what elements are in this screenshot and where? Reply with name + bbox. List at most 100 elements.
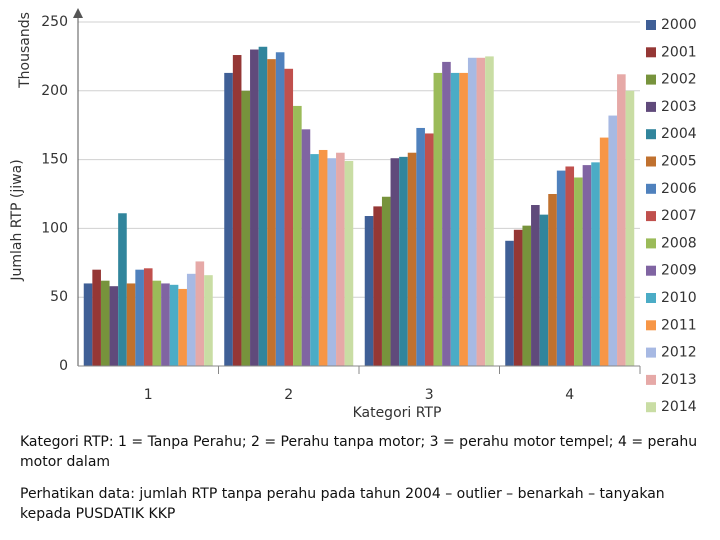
bar [556, 170, 566, 366]
legend-label: 2003 [661, 99, 697, 115]
y-tick-label: 150 [41, 152, 68, 168]
bar [83, 283, 93, 366]
bar [513, 229, 523, 366]
bar [467, 57, 477, 366]
legend-label: 2014 [661, 399, 697, 415]
bar [92, 269, 101, 366]
bar [178, 288, 187, 366]
bar [364, 216, 374, 366]
bar [344, 160, 354, 366]
bar [318, 149, 328, 366]
bar [485, 56, 494, 367]
x-tick-label: 4 [565, 387, 574, 403]
bar [186, 273, 196, 366]
legend-swatch [646, 347, 656, 358]
y-unit-label: Thousands [17, 12, 33, 89]
bar [126, 283, 136, 366]
bar [416, 127, 425, 367]
bar [591, 162, 600, 366]
legend-swatch [646, 156, 656, 167]
bar [407, 152, 417, 366]
bar [224, 72, 233, 367]
y-tick-label: 0 [59, 358, 68, 374]
legend-swatch [646, 183, 656, 194]
legend-label: 2001 [661, 44, 697, 60]
legend-label: 2007 [661, 208, 697, 224]
bar [135, 269, 144, 366]
y-tick-label: 50 [50, 289, 68, 305]
legend-label: 2004 [661, 126, 697, 142]
bar [599, 137, 609, 366]
legend-swatch [646, 129, 656, 140]
legend-swatch [646, 265, 656, 276]
legend-swatch [646, 74, 656, 85]
bar [433, 72, 443, 367]
bar [310, 154, 319, 366]
bar [336, 152, 345, 366]
legend-label: 2000 [661, 17, 697, 33]
legend-label: 2008 [661, 235, 697, 251]
bar [161, 283, 170, 366]
legend-label: 2011 [661, 317, 697, 333]
bar [565, 166, 575, 366]
legend-swatch [646, 293, 656, 303]
bar [548, 194, 557, 366]
x-tick-label: 1 [144, 387, 153, 403]
bar [275, 52, 285, 366]
bar [143, 268, 153, 366]
bar [301, 129, 311, 366]
bar [267, 59, 276, 366]
bar [399, 156, 408, 366]
legend-label: 2013 [661, 372, 697, 388]
bar [152, 280, 162, 366]
bar [232, 55, 242, 367]
y-tick-label: 250 [41, 14, 68, 30]
chart: Thousands Jumlah RTP (jiwa) Kategori RTP… [9, 8, 697, 421]
bar [118, 213, 127, 366]
legend-label: 2002 [661, 72, 697, 88]
legend-label: 2010 [661, 290, 697, 306]
y-axis-label: Jumlah RTP (jiwa) [9, 159, 25, 281]
bar [204, 275, 213, 366]
bar [109, 286, 119, 366]
x-tick-label: 2 [284, 387, 293, 403]
bar [284, 68, 294, 366]
bar [424, 133, 434, 366]
y-tick-label: 200 [41, 83, 68, 99]
legend-swatch [646, 20, 656, 30]
legend-swatch [646, 101, 656, 112]
legend-label: 2005 [661, 154, 697, 170]
bar [169, 284, 179, 366]
bar [476, 57, 486, 366]
legend-swatch [646, 320, 656, 331]
bar [608, 115, 618, 367]
bar [327, 158, 337, 366]
legend-swatch [646, 402, 656, 413]
legend-label: 2012 [661, 345, 697, 361]
note: Perhatikan data: jumlah RTP tanpa perahu… [20, 486, 665, 522]
bar [373, 206, 382, 366]
y-axis-arrow [73, 8, 83, 18]
bar [100, 280, 110, 366]
bar [505, 240, 514, 366]
legend-swatch [646, 238, 656, 249]
x-axis-label: Kategori RTP [353, 405, 442, 421]
legend-label: 2009 [661, 263, 697, 279]
bar [617, 74, 626, 367]
bar [582, 165, 592, 366]
bar [625, 90, 635, 367]
bar [381, 196, 391, 366]
bar [293, 105, 302, 366]
bar [241, 90, 251, 367]
bar [539, 214, 549, 366]
bar [574, 177, 583, 366]
note: Kategori RTP: 1 = Tanpa Perahu; 2 = Pera… [20, 434, 698, 470]
bar [390, 158, 400, 366]
bar [522, 225, 532, 366]
bar [450, 72, 460, 367]
legend-swatch [646, 211, 656, 222]
bar [195, 261, 205, 366]
bar [258, 46, 268, 366]
y-tick-label: 100 [41, 220, 68, 236]
